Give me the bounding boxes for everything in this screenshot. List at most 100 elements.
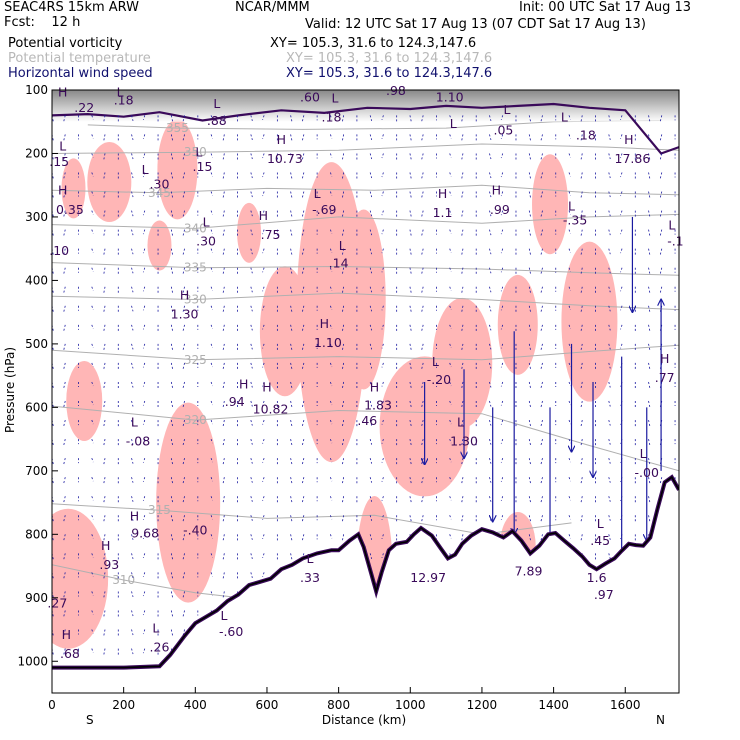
wind-vector <box>648 496 651 504</box>
wind-vector <box>182 419 185 427</box>
pv-shaded-regions <box>52 119 618 649</box>
wind-vector <box>608 400 611 407</box>
pv-high-marker: H <box>320 316 329 331</box>
wind-vector <box>648 172 651 180</box>
wind-vector <box>63 248 66 255</box>
wind-vector <box>142 629 146 635</box>
pv-shaded-region <box>61 158 86 219</box>
organization: NCAR/MMM <box>235 0 310 15</box>
wind-vector <box>91 153 94 158</box>
wind-vector <box>528 496 532 504</box>
wind-vector <box>421 229 424 236</box>
wind-vector <box>648 362 651 371</box>
wind-vector <box>461 381 464 390</box>
wind-vector <box>381 419 384 425</box>
theta-contour-label: 325 <box>184 353 207 367</box>
pv-value-label: .05 <box>493 122 513 137</box>
wind-vector <box>500 267 504 273</box>
wind-vector <box>528 229 532 237</box>
pv-high-marker: H <box>239 376 248 391</box>
wind-vector <box>103 553 106 561</box>
wind-vector <box>290 115 293 123</box>
wind-vector <box>449 496 452 501</box>
wind-vector <box>91 400 94 406</box>
wind-vector <box>449 400 452 406</box>
pv-value-label: .94 <box>225 394 245 409</box>
wind-vector <box>369 400 373 407</box>
wind-vector <box>540 324 543 331</box>
wind-vector <box>409 305 412 313</box>
wind-vector <box>103 515 106 523</box>
wind-vector <box>290 381 293 390</box>
wind-vector <box>381 477 384 482</box>
wind-vector <box>262 172 265 178</box>
wind-vector <box>341 343 345 352</box>
wind-vector <box>409 191 412 199</box>
wind-vector <box>250 191 253 198</box>
wind-vector <box>250 439 253 445</box>
wind-vector <box>142 534 146 539</box>
pv-value-label: .68 <box>60 646 80 661</box>
theta-contour-label: 310 <box>112 573 135 587</box>
wind-vector <box>301 267 305 274</box>
wind-vector <box>341 191 345 200</box>
wind-vector <box>489 477 492 483</box>
wind-vector <box>489 324 492 331</box>
pv-shaded-region <box>532 154 569 255</box>
wind-vector <box>330 305 333 310</box>
wind-vector <box>170 591 174 599</box>
wind-vector <box>369 381 373 388</box>
wind-vector <box>341 477 345 485</box>
wind-vector <box>262 400 265 406</box>
theta-contour-line <box>52 213 679 229</box>
axes: 0 200 400 600 800 1000 1200 1400 1600 100 200 300 40… <box>17 83 640 712</box>
pv-high-marker: H <box>130 508 139 523</box>
wind-vector <box>461 248 464 257</box>
wind-vector <box>369 439 373 445</box>
pv-shaded-region <box>432 297 493 428</box>
wind-vector <box>142 438 146 444</box>
wind-vector <box>142 115 146 121</box>
wind-vector <box>290 515 293 523</box>
wind-vector <box>659 153 663 160</box>
field-theta-xy: XY= 105.3, 31.6 to 124.3,147.6 <box>286 51 493 66</box>
wind-vector <box>103 400 106 409</box>
wind-vector <box>648 115 651 123</box>
wind-vector <box>91 419 94 425</box>
wind-vector <box>528 477 532 485</box>
wind-vector <box>409 496 412 504</box>
wind-vector <box>421 381 424 389</box>
wind-vector <box>142 362 146 368</box>
wind-vector <box>262 419 265 425</box>
x-tick-label: 1200 <box>467 698 498 712</box>
wind-vector <box>381 324 384 330</box>
wind-vector <box>131 191 134 198</box>
wind-vector <box>449 248 452 253</box>
wind-vector <box>568 438 571 444</box>
wind-vector <box>580 172 583 181</box>
wind-vector <box>580 362 583 371</box>
wind-vector <box>210 438 213 444</box>
wind-vector <box>528 191 532 199</box>
wind-vector <box>210 362 213 368</box>
pv-value-label: .18 <box>114 93 134 108</box>
wind-vector <box>580 115 583 123</box>
wind-vector <box>528 172 532 180</box>
wind-vector <box>500 229 504 235</box>
wind-vector <box>381 267 384 273</box>
wind-vector <box>381 153 384 159</box>
wind-vector <box>290 439 293 447</box>
wind-vector <box>262 343 265 349</box>
wind-vector <box>421 439 424 446</box>
wind-vector <box>63 362 66 370</box>
wind-vector <box>142 248 146 254</box>
wind-vector <box>500 210 504 216</box>
wind-vector <box>63 210 66 217</box>
wind-vector <box>461 172 464 181</box>
wind-vector <box>330 286 333 291</box>
wind-vector <box>449 362 452 368</box>
y-tick-label: 300 <box>25 210 48 224</box>
wind-vector <box>369 477 373 483</box>
wind-vector <box>91 286 94 291</box>
wind-vector <box>91 438 94 444</box>
